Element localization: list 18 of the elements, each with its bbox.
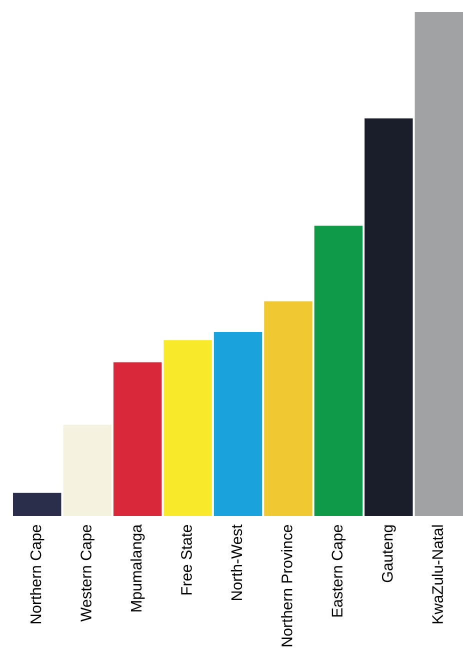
x-tick-label: Gauteng bbox=[382, 525, 396, 582]
bar bbox=[414, 12, 463, 516]
bar bbox=[113, 362, 162, 516]
bar bbox=[214, 332, 262, 516]
bar bbox=[264, 301, 312, 516]
bar bbox=[164, 340, 212, 516]
bar bbox=[63, 424, 112, 516]
x-tick-label: Northern Cape bbox=[30, 525, 44, 624]
x-tick-label: North-West bbox=[230, 524, 242, 600]
x-tick-label: Western Cape bbox=[80, 525, 94, 622]
x-tick-label: Free State bbox=[181, 525, 192, 594]
bar bbox=[13, 492, 62, 516]
x-tick-label: KwaZulu-Natal bbox=[432, 525, 443, 624]
x-tick-label: Eastern Cape bbox=[332, 525, 346, 616]
bar bbox=[364, 118, 413, 516]
x-tick-label: Northern Province bbox=[281, 525, 292, 646]
bar bbox=[314, 226, 363, 516]
x-tick-label: Mpumalanga bbox=[130, 524, 145, 612]
